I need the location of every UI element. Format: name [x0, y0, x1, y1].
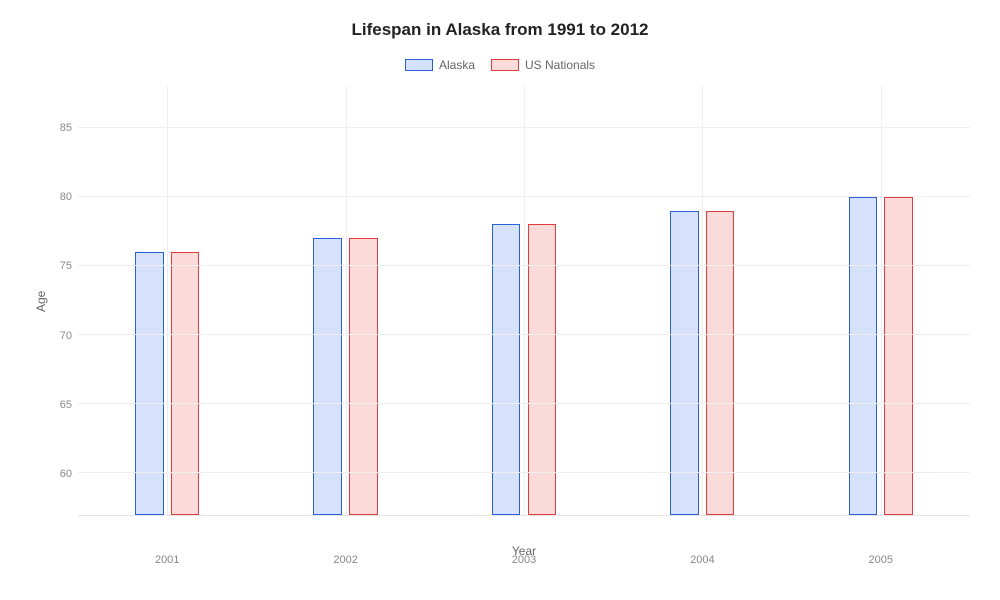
gridline-vertical — [524, 86, 525, 515]
legend: Alaska US Nationals — [30, 58, 970, 72]
bar — [884, 197, 913, 515]
y-axis: 60 65 70 75 80 85 — [48, 86, 78, 516]
plot-area — [78, 86, 970, 516]
y-tick: 85 — [60, 122, 72, 134]
y-tick: 75 — [60, 260, 72, 272]
bar — [492, 224, 521, 515]
plot-row: Age 60 65 70 75 80 85 — [30, 86, 970, 516]
chart-title: Lifespan in Alaska from 1991 to 2012 — [30, 20, 970, 40]
legend-swatch-alaska — [405, 59, 433, 71]
y-tick: 65 — [60, 399, 72, 411]
y-tick: 60 — [60, 468, 72, 480]
bar — [670, 211, 699, 515]
bar — [135, 252, 164, 515]
gridline-vertical — [702, 86, 703, 515]
x-tick: 2001 — [155, 554, 179, 566]
legend-swatch-usnationals — [491, 59, 519, 71]
x-tick: 2003 — [512, 554, 536, 566]
x-axis: Year 20012002200320042005 — [78, 544, 970, 584]
y-tick: 80 — [60, 191, 72, 203]
bar — [849, 197, 878, 515]
bar — [706, 211, 735, 515]
bar — [171, 252, 200, 515]
y-axis-label: Age — [30, 86, 48, 516]
legend-item-usnationals: US Nationals — [491, 58, 595, 72]
gridline-vertical — [346, 86, 347, 515]
bar — [349, 238, 378, 515]
bar — [313, 238, 342, 515]
x-tick: 2005 — [869, 554, 893, 566]
x-tick: 2004 — [690, 554, 714, 566]
legend-label-usnationals: US Nationals — [525, 58, 595, 72]
gridline-vertical — [881, 86, 882, 515]
gridline-vertical — [167, 86, 168, 515]
bar — [528, 224, 557, 515]
x-tick: 2002 — [333, 554, 357, 566]
legend-label-alaska: Alaska — [439, 58, 475, 72]
legend-item-alaska: Alaska — [405, 58, 475, 72]
y-tick: 70 — [60, 330, 72, 342]
chart-container: Lifespan in Alaska from 1991 to 2012 Ala… — [0, 0, 1000, 600]
